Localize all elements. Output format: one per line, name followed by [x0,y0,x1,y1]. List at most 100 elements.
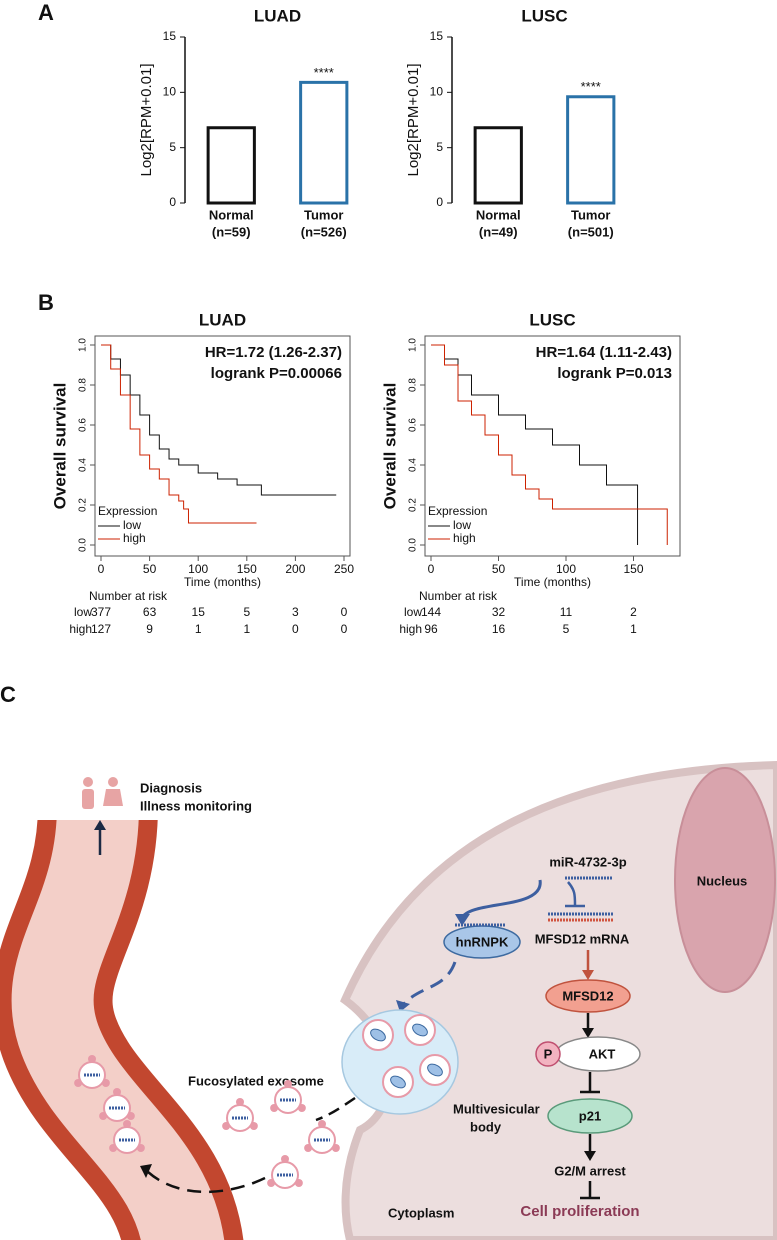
y-tick-label: 10 [430,85,444,99]
x-tick-label: 200 [285,562,305,576]
legend-title: Expression [98,504,157,518]
arrowhead [584,1151,596,1161]
y-tick-label: 5 [436,140,443,154]
y-tick-label: 0.6 [78,418,89,432]
y-tick-label: 0.4 [408,458,419,472]
survival-curve [101,344,257,524]
vessel-lumen [11,799,225,1240]
y-tick-label: 0.2 [78,498,89,512]
risk-count: 1 [195,622,202,636]
nucleus [674,767,776,993]
label: Cell proliferation [520,1203,639,1220]
risk-count: 0 [292,622,299,636]
arrowhead [396,1000,410,1012]
risk-count: 0 [341,605,348,619]
label: p21 [579,1108,601,1123]
y-tick-label: 0.8 [408,378,419,392]
legend-label: low [453,518,471,532]
legend-title: Expression [428,504,487,518]
risk-count: 15 [192,605,206,619]
annotation: HR=1.64 (1.11-2.43) [536,344,672,361]
survival-curve [431,344,639,545]
arrowhead [455,914,470,926]
label: Multivesicular [453,1101,540,1116]
label: miR-4732-3p [549,854,626,869]
risk-count: 9 [146,622,153,636]
exosome-glycan [88,1055,97,1063]
y-tick-label: 15 [430,29,444,43]
vesicle-cargo [370,1023,443,1089]
risk-count: 1 [630,622,637,636]
x-tick-label: 50 [143,562,157,576]
x-tick-note: (n=49) [479,224,518,239]
annotation: logrank P=0.00066 [211,365,342,382]
y-tick-label: 0.6 [408,418,419,432]
risk-row-label: high [69,622,92,636]
chart-title: LUAD [254,6,301,25]
chart-title: LUSC [521,6,567,25]
risk-row-label: low [74,605,92,619]
legend-label: low [123,518,141,532]
label: body [470,1119,502,1134]
risk-count: 3 [292,605,299,619]
y-tick-label: 0.2 [408,498,419,512]
y-tick-label: 0 [169,195,176,209]
bar [206,126,256,205]
x-tick-label: Tumor [571,207,610,222]
label: MFSD12 [562,988,613,1003]
arrowhead [140,1164,152,1178]
risk-count: 32 [492,605,506,619]
risk-count: 16 [492,622,506,636]
diagram: Nucleus Diagnosis Illness monitoring miR… [0,760,777,1240]
survival-curve [431,344,668,545]
y-axis-label: Log2[RPM+0.01] [138,64,155,177]
y-tick-label: 0.0 [408,538,419,552]
y-tick-label: 0.0 [78,538,89,552]
mfsd12 [545,979,631,1013]
arrowhead [582,1028,594,1038]
y-tick-label: 15 [163,29,177,43]
y-tick-label: 0.8 [78,378,89,392]
x-tick-note: (n=526) [301,224,347,239]
plot-frame [424,335,681,557]
x-tick-label: 100 [556,562,576,576]
y-tick-label: 1.0 [408,338,419,352]
legend-label: high [453,531,476,545]
significance-label: **** [581,79,601,94]
arrow [460,879,542,919]
x-tick-label: 0 [98,562,105,576]
risk-count: 63 [143,605,157,619]
bar [473,126,523,205]
y-tick-label: 10 [163,85,177,99]
risk-count: 377 [91,605,111,619]
label: Cytoplasm [388,1205,454,1220]
exosome-glycan [123,1120,132,1128]
arrowhead [582,970,594,980]
x-tick-note: (n=501) [568,224,614,239]
x-tick-label: Normal [476,207,521,222]
plot-frame [94,335,351,557]
people-icon [82,777,123,809]
risk-count: 11 [560,605,573,619]
label: G2/M arrest [554,1163,626,1178]
risk-count: 0 [341,622,348,636]
y-axis-label: Overall survival [50,383,69,510]
risk-count: 144 [421,605,441,619]
arrow [401,961,457,1007]
inhibition [567,881,577,906]
x-tick-label: 150 [623,562,643,576]
y-tick-label: 0 [436,195,443,209]
risk-row-label: low [404,605,422,619]
x-tick-label: Tumor [304,207,343,222]
y-axis-label: Log2[RPM+0.01] [405,64,422,177]
risk-count: 5 [563,622,570,636]
x-axis-label: Time (months) [514,575,591,589]
mask [30,760,170,820]
y-axis-label: Overall survival [380,383,399,510]
exosome-glycan [113,1088,122,1096]
exosome-glycan [318,1120,327,1128]
panel-label: C [0,682,16,707]
x-tick-label: Normal [209,207,254,222]
phospho [535,1041,561,1067]
